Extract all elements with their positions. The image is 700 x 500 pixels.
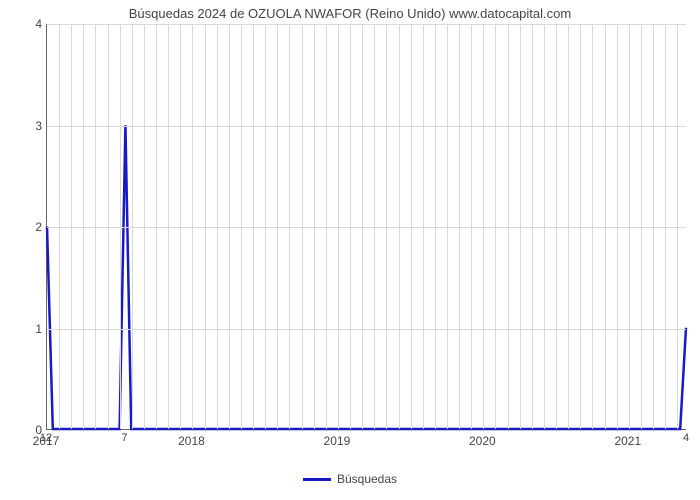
- gridline-v: [205, 24, 206, 429]
- gridline-v: [411, 24, 412, 429]
- gridline-v: [483, 24, 484, 429]
- gridline-v: [59, 24, 60, 429]
- data-point-label: 12: [40, 432, 52, 444]
- legend-label: Búsquedas: [337, 472, 397, 486]
- gridline-v: [144, 24, 145, 429]
- gridline-v: [217, 24, 218, 429]
- gridline-v: [629, 24, 630, 429]
- gridline-v: [459, 24, 460, 429]
- gridline-v: [253, 24, 254, 429]
- data-point-label: 4: [683, 432, 689, 444]
- gridline-v: [495, 24, 496, 429]
- gridline-v: [471, 24, 472, 429]
- gridline-v: [83, 24, 84, 429]
- gridline-v: [338, 24, 339, 429]
- gridline-v: [592, 24, 593, 429]
- gridline-v: [302, 24, 303, 429]
- gridline-v: [605, 24, 606, 429]
- gridline-v: [399, 24, 400, 429]
- gridline-v: [192, 24, 193, 429]
- gridline-v: [229, 24, 230, 429]
- gridline-v: [435, 24, 436, 429]
- gridline-v: [677, 24, 678, 429]
- gridline-v: [508, 24, 509, 429]
- gridline-v: [180, 24, 181, 429]
- gridline-v: [241, 24, 242, 429]
- y-tick-label: 2: [12, 220, 42, 234]
- x-tick-label: 2018: [178, 434, 205, 448]
- gridline-v: [568, 24, 569, 429]
- gridline-v: [120, 24, 121, 429]
- legend: Búsquedas: [0, 472, 700, 486]
- gridline-v: [580, 24, 581, 429]
- gridline-v: [168, 24, 169, 429]
- x-tick-label: 2021: [614, 434, 641, 448]
- chart-title: Búsquedas 2024 de OZUOLA NWAFOR (Reino U…: [0, 6, 700, 21]
- gridline-v: [265, 24, 266, 429]
- legend-swatch: [303, 478, 331, 481]
- gridline-v: [108, 24, 109, 429]
- gridline-h: [47, 329, 686, 330]
- gridline-v: [556, 24, 557, 429]
- gridline-v: [617, 24, 618, 429]
- gridline-h: [47, 24, 686, 25]
- gridline-v: [520, 24, 521, 429]
- gridline-v: [289, 24, 290, 429]
- gridline-v: [386, 24, 387, 429]
- gridline-v: [350, 24, 351, 429]
- y-tick-label: 1: [12, 322, 42, 336]
- gridline-v: [532, 24, 533, 429]
- y-tick-label: 3: [12, 119, 42, 133]
- gridline-h: [47, 227, 686, 228]
- gridline-v: [544, 24, 545, 429]
- gridline-v: [423, 24, 424, 429]
- gridline-v: [665, 24, 666, 429]
- x-tick-label: 2019: [324, 434, 351, 448]
- gridline-v: [447, 24, 448, 429]
- gridline-v: [277, 24, 278, 429]
- gridline-v: [653, 24, 654, 429]
- gridline-v: [71, 24, 72, 429]
- gridline-v: [95, 24, 96, 429]
- plot-area: [46, 24, 686, 430]
- gridline-v: [314, 24, 315, 429]
- gridline-v: [132, 24, 133, 429]
- x-tick-label: 2020: [469, 434, 496, 448]
- data-point-label: 7: [121, 432, 127, 444]
- gridline-v: [326, 24, 327, 429]
- gridline-v: [362, 24, 363, 429]
- gridline-v: [641, 24, 642, 429]
- gridline-v: [156, 24, 157, 429]
- y-tick-label: 4: [12, 17, 42, 31]
- gridline-h: [47, 126, 686, 127]
- gridline-v: [374, 24, 375, 429]
